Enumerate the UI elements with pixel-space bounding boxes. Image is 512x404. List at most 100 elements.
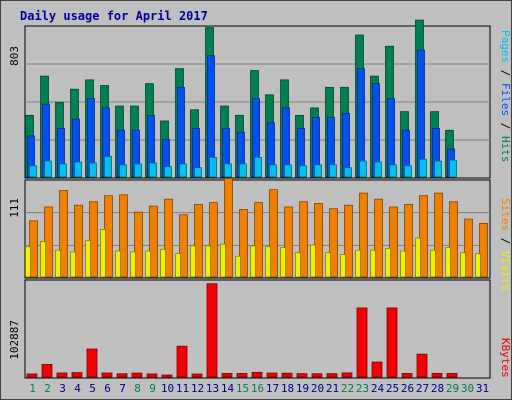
- bar-pages-day-8: [134, 163, 142, 178]
- bar-sites-day-28: [434, 192, 443, 278]
- bar-visits-day-10: [160, 248, 166, 278]
- bar-pages-day-3: [59, 163, 67, 178]
- panel-kbytes: [24, 279, 491, 379]
- legend-part-1: /: [499, 231, 512, 251]
- x-tick-label-day-20: 20: [311, 382, 324, 395]
- bar-pages-day-26: [404, 165, 412, 178]
- bar-visits-day-31: [475, 253, 481, 278]
- x-tick-label-day-7: 7: [119, 382, 126, 395]
- x-tick-label-day-31: 31: [476, 382, 489, 395]
- bar-kbytes-day-23: [356, 307, 368, 378]
- x-tick-label-day-29: 29: [446, 382, 459, 395]
- x-tick-label-day-14: 14: [221, 382, 235, 395]
- bar-kbytes-day-6: [101, 372, 113, 378]
- bar-pages-day-18: [284, 164, 292, 178]
- x-tick-label-day-21: 21: [326, 382, 339, 395]
- bar-kbytes-day-4: [71, 372, 83, 378]
- bar-visits-day-17: [265, 246, 271, 278]
- x-tick-label-day-8: 8: [134, 382, 141, 395]
- bar-kbytes-day-9: [146, 373, 158, 378]
- bar-kbytes-day-24: [371, 361, 383, 378]
- bar-pages-day-4: [74, 161, 82, 178]
- bar-pages-day-14: [224, 163, 232, 178]
- bar-sites-day-18: [284, 206, 293, 278]
- bar-visits-day-14: [220, 243, 226, 278]
- bar-kbytes-day-19: [296, 373, 308, 378]
- bar-pages-day-17: [269, 164, 277, 178]
- bar-visits-day-26: [400, 250, 406, 278]
- bar-kbytes-day-17: [266, 372, 278, 378]
- bar-files-day-27: [417, 49, 425, 178]
- bar-visits-day-24: [370, 249, 376, 278]
- x-tick-label-day-15: 15: [236, 382, 249, 395]
- bar-visits-day-12: [190, 245, 196, 278]
- bar-sites-day-20: [314, 203, 323, 278]
- bar-visits-day-21: [325, 252, 331, 278]
- x-axis-day-labels: 1 2 3 4 5 6 7 8 9 10 11 12 13 14 15 16 17 18 19 20 21 22 23 24 2…: [29, 382, 489, 395]
- bar-kbytes-day-29: [446, 373, 458, 378]
- bar-sites-day-16: [254, 202, 263, 278]
- bar-sites-day-24: [374, 198, 383, 278]
- bar-visits-day-1: [25, 246, 31, 278]
- bar-kbytes-day-1: [26, 373, 38, 378]
- bar-visits-day-18: [280, 247, 286, 278]
- bar-kbytes-day-27: [416, 353, 428, 378]
- x-tick-label-day-1: 1: [29, 382, 36, 395]
- panel-frame: [24, 279, 491, 379]
- legend-kbytes: KBytes: [499, 338, 512, 378]
- legend-sites-visits: Sites / Visits: [499, 198, 512, 291]
- bar-sites-day-23: [359, 192, 368, 278]
- x-tick-label-day-2: 2: [44, 382, 51, 395]
- bar-pages-day-7: [119, 164, 127, 178]
- bar-kbytes-day-22: [341, 372, 353, 378]
- bar-kbytes-day-20: [311, 373, 323, 378]
- bar-sites-day-27: [419, 195, 428, 278]
- bar-visits-day-6: [100, 229, 106, 278]
- bar-sites-day-14: [224, 178, 233, 278]
- legend-part-0: Sites: [499, 198, 512, 231]
- x-tick-label-day-26: 26: [401, 382, 414, 395]
- legend-part-2: Visits: [499, 251, 512, 291]
- bar-kbytes-day-5: [86, 348, 98, 378]
- bar-sites-day-11: [179, 214, 188, 278]
- bar-pages-day-23: [359, 160, 367, 178]
- bar-visits-day-19: [295, 252, 301, 278]
- bar-visits-day-25: [385, 248, 391, 278]
- legend-part-3: /: [499, 116, 512, 136]
- bar-kbytes-day-12: [191, 373, 203, 378]
- bar-visits-day-9: [145, 250, 151, 278]
- bar-kbytes-day-18: [281, 372, 293, 378]
- bar-sites-day-10: [164, 198, 173, 278]
- legend-part-2: Files: [499, 83, 512, 116]
- bar-sites-day-31: [479, 222, 488, 278]
- bar-visits-day-11: [175, 253, 181, 278]
- legend-part-0: KBytes: [499, 338, 512, 378]
- bar-pages-day-6: [104, 156, 112, 178]
- bar-kbytes-day-21: [326, 373, 338, 378]
- bar-pages-day-10: [164, 166, 172, 178]
- bar-visits-day-5: [85, 240, 91, 278]
- legend-part-4: Hits: [499, 136, 512, 163]
- bar-visits-day-7: [115, 250, 121, 278]
- bar-visits-day-30: [460, 252, 466, 278]
- bar-kbytes-day-2: [41, 364, 53, 378]
- panel-pages-files-hits: [24, 19, 491, 179]
- x-tick-label-day-3: 3: [59, 382, 66, 395]
- bar-sites-day-4: [74, 204, 83, 278]
- chart-title: Daily usage for April 2017: [20, 9, 208, 23]
- x-tick-label-day-13: 13: [206, 382, 219, 395]
- bar-pages-day-22: [344, 167, 352, 178]
- bar-pages-day-5: [89, 162, 97, 178]
- bar-pages-day-16: [254, 156, 262, 178]
- legend-pages-files-hits: Pages / Files / Hits: [499, 30, 512, 163]
- bar-kbytes-day-14: [221, 373, 233, 378]
- x-tick-label-day-22: 22: [341, 382, 354, 395]
- x-tick-label-day-28: 28: [431, 382, 444, 395]
- bar-sites-day-25: [389, 206, 398, 278]
- bar-pages-day-15: [239, 163, 247, 178]
- bar-sites-day-30: [464, 218, 473, 278]
- bar-kbytes-day-28: [431, 372, 443, 378]
- x-tick-label-day-18: 18: [281, 382, 294, 395]
- bar-visits-day-2: [40, 241, 46, 278]
- bar-kbytes-day-26: [401, 373, 413, 378]
